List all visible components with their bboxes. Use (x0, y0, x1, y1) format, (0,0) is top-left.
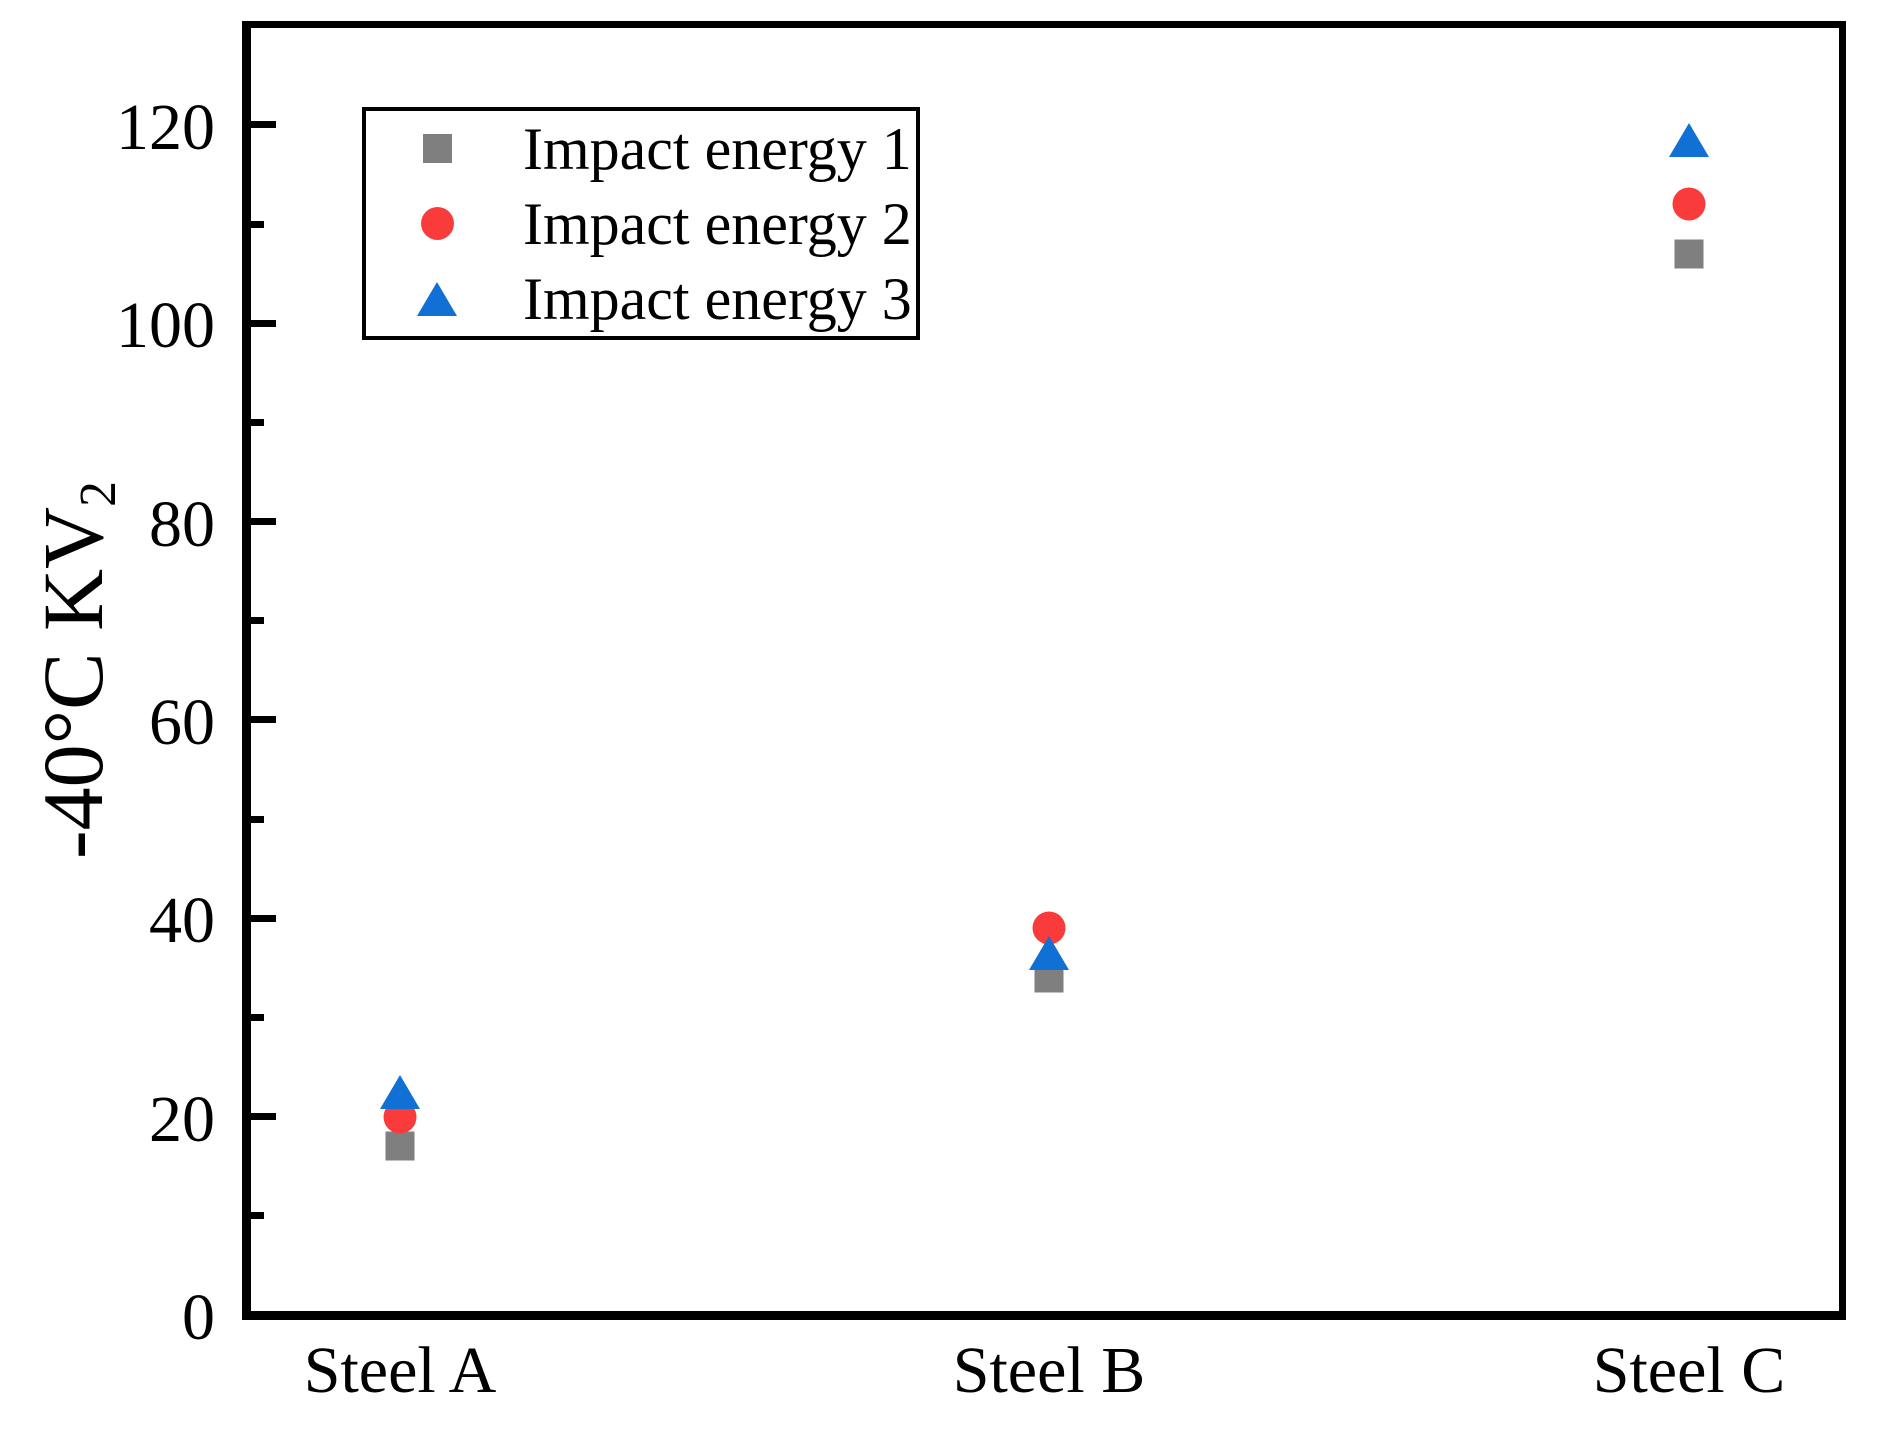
triangle-marker (1669, 122, 1709, 157)
triangle-marker (417, 281, 457, 316)
legend-marker-triangle (412, 281, 462, 316)
y-minor-tick (251, 1212, 264, 1220)
triangle-marker (380, 1074, 420, 1109)
y-tick-label: 60 (149, 685, 215, 759)
legend-item: Impact energy 1 (366, 111, 916, 186)
data-point (1029, 936, 1069, 971)
square-marker (422, 134, 452, 163)
y-tick-label: 0 (182, 1281, 215, 1354)
circle-marker (1672, 187, 1706, 221)
y-tick-label: 120 (116, 90, 215, 164)
y-minor-tick (251, 418, 264, 426)
y-major-tick (251, 1113, 276, 1121)
plot-area (242, 21, 1846, 1320)
data-point (380, 1074, 420, 1109)
y-tick-label: 80 (149, 487, 215, 561)
y-major-tick (251, 716, 276, 724)
triangle-marker (1029, 936, 1069, 971)
legend-item-label: Impact energy 2 (523, 190, 912, 257)
legend-marker-square (412, 134, 462, 163)
x-category-label-steel-a: Steel A (303, 1334, 497, 1407)
y-major-tick (251, 914, 276, 922)
y-axis-title-text: -40°C KV (25, 506, 121, 859)
y-axis-title: -40°C KV2 (25, 481, 142, 859)
legend: Impact energy 1 Impact energy 2 Impact e… (362, 107, 920, 340)
square-marker (385, 1131, 415, 1161)
legend-item: Impact energy 3 (366, 261, 916, 336)
y-minor-tick (251, 220, 264, 228)
data-point (1672, 187, 1706, 221)
y-minor-tick (251, 1013, 264, 1021)
data-point (1669, 122, 1709, 157)
y-tick-label: 100 (116, 289, 215, 363)
legend-item: Impact energy 2 (366, 186, 916, 261)
x-category-label-steel-c: Steel C (1592, 1334, 1786, 1407)
legend-item-label: Impact energy 1 (523, 115, 912, 182)
data-point (1674, 239, 1704, 269)
legend-marker-circle (412, 207, 462, 240)
y-tick-label: 20 (149, 1082, 215, 1156)
x-category-label-steel-b: Steel B (952, 1334, 1146, 1407)
y-axis-title-subscript: 2 (69, 481, 127, 507)
legend-item-label: Impact energy 3 (523, 265, 912, 332)
y-tick-label: 40 (149, 884, 215, 958)
y-major-tick (251, 319, 276, 327)
y-minor-tick (251, 815, 264, 823)
y-minor-tick (251, 617, 264, 625)
square-marker (1674, 239, 1704, 269)
circle-marker (420, 207, 454, 240)
data-point (385, 1131, 415, 1161)
y-major-tick (251, 121, 276, 129)
y-major-tick (251, 518, 276, 526)
